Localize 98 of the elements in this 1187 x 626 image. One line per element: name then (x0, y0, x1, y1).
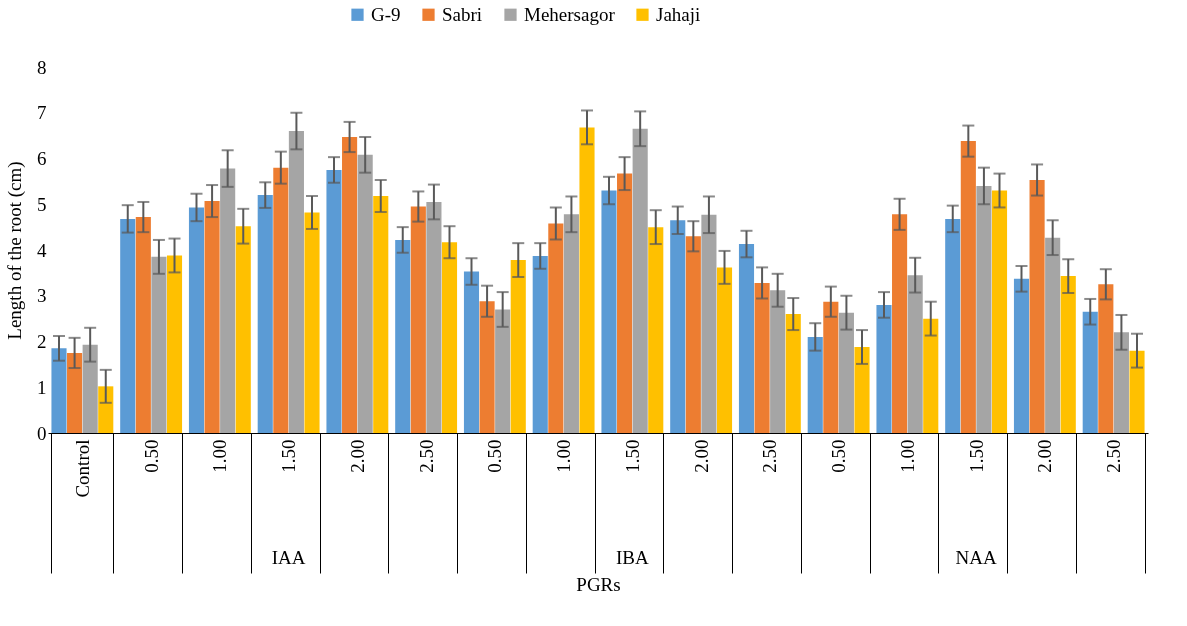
bar (235, 226, 251, 433)
y-axis-title: Length of the root (cm) (4, 161, 26, 340)
bar (685, 236, 701, 433)
bar (632, 128, 648, 433)
legend-label: Sabri (442, 3, 483, 25)
bar (426, 201, 442, 433)
x-tick-label: 1.00 (553, 439, 575, 473)
bar (82, 344, 98, 433)
bar (441, 242, 458, 433)
bar (854, 346, 870, 433)
bar (510, 260, 526, 433)
bar (257, 195, 273, 433)
bar (495, 309, 511, 433)
bar (945, 218, 961, 433)
bar (273, 167, 289, 433)
x-tick-label: 1.50 (965, 439, 987, 473)
x-tick-label: 2.50 (759, 439, 781, 473)
x-tick-label: Control (71, 439, 93, 498)
legend-label: Jahaji (656, 3, 701, 25)
bar (579, 127, 595, 433)
bar (960, 141, 976, 433)
bar (876, 304, 892, 433)
x-tick-label: 2.50 (415, 439, 437, 473)
bar (135, 217, 151, 433)
text: IAA (271, 547, 306, 568)
x-tick-label: 0.50 (484, 439, 506, 473)
bar (807, 336, 823, 433)
y-tick-label: 0 (37, 422, 47, 444)
bar (204, 201, 220, 433)
bar (907, 275, 923, 433)
bar (1113, 332, 1129, 433)
x-tick-label: 0.50 (140, 439, 162, 473)
text: IBA (616, 547, 650, 568)
bar (220, 168, 236, 433)
bar (51, 348, 67, 433)
bar (892, 214, 908, 433)
bar (754, 282, 770, 433)
y-tick-label: 8 (37, 56, 47, 78)
bar (785, 314, 801, 433)
bar (1098, 284, 1114, 433)
bar (1045, 237, 1061, 433)
y-tick-label: 7 (37, 102, 47, 124)
bar (67, 352, 83, 433)
y-tick-label: 3 (37, 285, 47, 307)
bar (395, 239, 411, 433)
bar (823, 301, 839, 433)
legend-label: Mehersagor (524, 3, 616, 25)
x-tick-label: 1.00 (209, 439, 231, 473)
bar (838, 312, 854, 433)
bar (670, 220, 686, 433)
x-tick-label: 2.00 (1034, 439, 1056, 473)
y-tick-label: 2 (37, 331, 47, 352)
x-tick-label: 1.00 (896, 439, 918, 473)
bar (1129, 350, 1145, 433)
bar (326, 169, 342, 433)
bar (548, 223, 564, 433)
bar (373, 196, 389, 433)
bar (770, 290, 786, 433)
bar (288, 131, 304, 433)
bar (923, 318, 939, 433)
y-tick-label: 4 (37, 239, 47, 261)
bar (991, 190, 1008, 433)
bar (479, 301, 495, 433)
bar (410, 206, 426, 433)
y-tick-label: 1 (37, 376, 47, 398)
x-axis-title: PGRs (576, 574, 621, 595)
bar (188, 207, 205, 433)
bar (701, 214, 717, 433)
x-tick-label: 2.00 (346, 439, 368, 473)
bar (601, 190, 617, 433)
bar (1029, 180, 1045, 433)
x-tick-label: 1.50 (621, 439, 643, 473)
x-tick-label: 0.50 (828, 439, 850, 473)
bar (151, 256, 167, 433)
x-tick-label: 1.50 (278, 439, 300, 473)
bar (1082, 311, 1098, 433)
bar (463, 271, 480, 433)
y-tick-label: 5 (37, 193, 47, 215)
bar (976, 185, 992, 433)
legend-label: G-9 (371, 3, 401, 25)
bar (166, 255, 183, 433)
bar (120, 218, 136, 433)
bar (738, 244, 755, 433)
x-tick-label: 2.00 (690, 439, 712, 473)
bar (617, 173, 633, 433)
bar (1013, 278, 1030, 433)
bar (304, 212, 320, 433)
bar (342, 137, 358, 433)
bar (648, 227, 664, 433)
bar (357, 154, 373, 433)
bar (98, 386, 114, 433)
y-tick-label: 6 (37, 148, 47, 169)
bar (716, 267, 733, 433)
bar (532, 255, 548, 433)
bar (563, 214, 579, 433)
bar (1060, 276, 1076, 433)
x-tick-label: 2.50 (1103, 439, 1125, 473)
text: NAA (955, 547, 997, 568)
